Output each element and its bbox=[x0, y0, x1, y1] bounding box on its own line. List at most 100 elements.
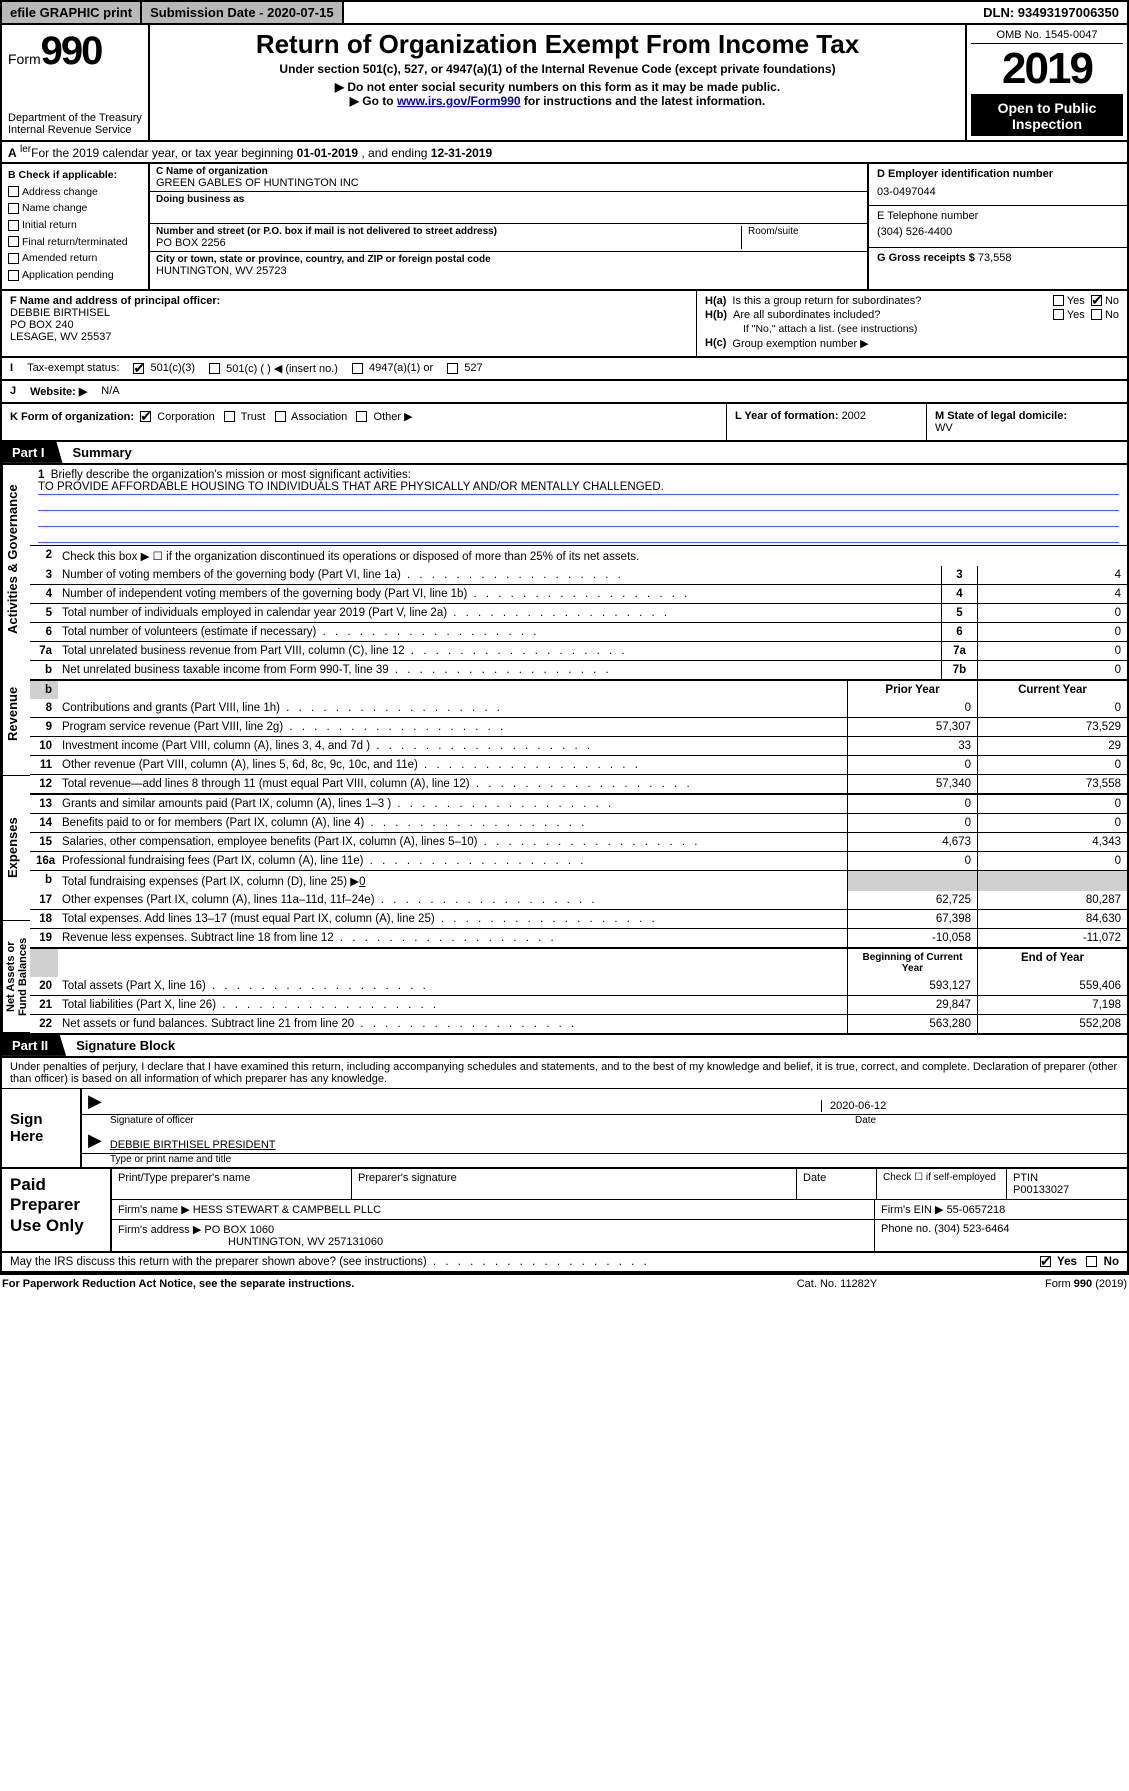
summary-row: 11Other revenue (Part VIII, column (A), … bbox=[30, 755, 1127, 774]
cb-trust[interactable] bbox=[224, 411, 235, 422]
firm-addr2: HUNTINGTON, WV 257131060 bbox=[118, 1236, 383, 1248]
g-gross-value: 73,558 bbox=[978, 252, 1012, 264]
paperwork-notice: For Paperwork Reduction Act Notice, see … bbox=[2, 1278, 727, 1290]
checkbox-name-change[interactable] bbox=[8, 203, 19, 214]
paid-preparer-label: Paid Preparer Use Only bbox=[2, 1169, 112, 1251]
tax-exempt-status-row: I Tax-exempt status: 501(c)(3) 501(c) ( … bbox=[0, 358, 1129, 381]
e-phone-value: (304) 526-4400 bbox=[877, 226, 1119, 238]
d-ein-value: 03-0497044 bbox=[877, 186, 1119, 198]
cb-4947[interactable] bbox=[352, 363, 363, 374]
entity-block: B Check if applicable: Address change Na… bbox=[0, 164, 1129, 291]
cb-501c3[interactable] bbox=[133, 363, 144, 374]
summary-row: 10Investment income (Part VIII, column (… bbox=[30, 736, 1127, 755]
form-header: Form990 Department of the Treasury Inter… bbox=[0, 25, 1129, 142]
discuss-yes[interactable] bbox=[1040, 1256, 1051, 1267]
summary-row: 14Benefits paid to or for members (Part … bbox=[30, 813, 1127, 832]
hb-text: Are all subordinates included? bbox=[733, 309, 1053, 321]
sig-date-label: Date bbox=[827, 1115, 1127, 1128]
klm-row: K Form of organization: Corporation Trus… bbox=[0, 404, 1129, 442]
dept-irs: Internal Revenue Service bbox=[8, 124, 142, 136]
checkbox-initial-return[interactable] bbox=[8, 220, 19, 231]
checkbox-amended-return[interactable] bbox=[8, 253, 19, 264]
cb-corporation[interactable] bbox=[140, 411, 151, 422]
cb-other[interactable] bbox=[356, 411, 367, 422]
summary-row: 3Number of voting members of the governi… bbox=[30, 566, 1127, 584]
g-gross-label: G Gross receipts $ bbox=[877, 252, 978, 264]
omb-number: OMB No. 1545-0047 bbox=[971, 29, 1123, 44]
summary-row: 20Total assets (Part X, line 16)593,1275… bbox=[30, 977, 1127, 995]
street-label: Number and street (or P.O. box if mail i… bbox=[156, 226, 741, 237]
cb-association[interactable] bbox=[275, 411, 286, 422]
ha-yes[interactable] bbox=[1053, 295, 1064, 306]
checkbox-address-change[interactable] bbox=[8, 186, 19, 197]
sign-here-label: Sign Here bbox=[2, 1089, 82, 1167]
hb-no[interactable] bbox=[1091, 309, 1102, 320]
hdr-prior-year: Prior Year bbox=[847, 681, 977, 699]
ptin-label: PTIN bbox=[1013, 1172, 1121, 1184]
org-name: GREEN GABLES OF HUNTINGTON INC bbox=[156, 177, 861, 189]
city-label: City or town, state or province, country… bbox=[156, 254, 861, 265]
summary-row: 5Total number of individuals employed in… bbox=[30, 603, 1127, 622]
summary-row: bNet unrelated business taxable income f… bbox=[30, 660, 1127, 679]
firm-name: HESS STEWART & CAMPBELL PLLC bbox=[193, 1204, 381, 1216]
checkbox-application-pending[interactable] bbox=[8, 270, 19, 281]
prep-sig-hdr: Preparer's signature bbox=[352, 1169, 797, 1199]
tax-year: 2019 bbox=[971, 44, 1123, 96]
summary-row: 18Total expenses. Add lines 13–17 (must … bbox=[30, 909, 1127, 928]
hb-note: If "No," attach a list. (see instruction… bbox=[705, 323, 1119, 335]
checkbox-final-return[interactable] bbox=[8, 236, 19, 247]
irs-link[interactable]: www.irs.gov/Form990 bbox=[397, 94, 521, 108]
side-expenses: Expenses bbox=[2, 776, 30, 921]
phone-value: (304) 523-6464 bbox=[934, 1223, 1009, 1235]
summary-row: 15Salaries, other compensation, employee… bbox=[30, 832, 1127, 851]
topbar: efile GRAPHIC print Submission Date - 20… bbox=[0, 0, 1129, 25]
summary-row: 6Total number of volunteers (estimate if… bbox=[30, 622, 1127, 641]
inspection: Inspection bbox=[971, 116, 1123, 132]
open-to-public: Open to Public bbox=[971, 100, 1123, 116]
fundraising-expenses: 0 bbox=[359, 876, 365, 888]
cat-no: Cat. No. 11282Y bbox=[727, 1278, 947, 1290]
hb-yes[interactable] bbox=[1053, 309, 1064, 320]
perjury-statement: Under penalties of perjury, I declare th… bbox=[2, 1058, 1127, 1088]
dept-treasury: Department of the Treasury bbox=[8, 112, 142, 124]
summary-row: 17Other expenses (Part IX, column (A), l… bbox=[30, 891, 1127, 909]
cb-501c[interactable] bbox=[209, 363, 220, 374]
room-suite-label: Room/suite bbox=[741, 226, 861, 249]
typed-label: Type or print name and title bbox=[82, 1154, 1127, 1167]
summary-row: 21Total liabilities (Part X, line 26)29,… bbox=[30, 995, 1127, 1014]
mission-text: TO PROVIDE AFFORDABLE HOUSING TO INDIVID… bbox=[38, 481, 1119, 495]
state-domicile: WV bbox=[935, 422, 953, 434]
discuss-no[interactable] bbox=[1086, 1256, 1097, 1267]
efile-graphic-print[interactable]: efile GRAPHIC print bbox=[2, 2, 142, 23]
summary-row: 12Total revenue—add lines 8 through 11 (… bbox=[30, 774, 1127, 793]
officer-addr2: LESAGE, WV 25537 bbox=[10, 331, 688, 343]
form-footer: Form 990 (2019) bbox=[947, 1278, 1127, 1290]
firm-ein-label: Firm's EIN ▶ bbox=[881, 1204, 944, 1216]
e-phone-label: E Telephone number bbox=[877, 210, 1119, 222]
summary-row: 9Program service revenue (Part VIII, lin… bbox=[30, 717, 1127, 736]
prep-selfemployed[interactable]: Check ☐ if self-employed bbox=[877, 1169, 1007, 1199]
street-value: PO BOX 2256 bbox=[156, 237, 741, 249]
firm-addr-label: Firm's address ▶ bbox=[118, 1224, 201, 1236]
firm-addr1: PO BOX 1060 bbox=[204, 1224, 274, 1236]
firm-name-label: Firm's name ▶ bbox=[118, 1204, 190, 1216]
summary-row: 7aTotal unrelated business revenue from … bbox=[30, 641, 1127, 660]
ha-no[interactable] bbox=[1091, 295, 1102, 306]
name-arrow-icon: ▶ bbox=[88, 1130, 102, 1151]
summary-row: 8Contributions and grants (Part VIII, li… bbox=[30, 699, 1127, 717]
sig-officer-label: Signature of officer bbox=[82, 1115, 827, 1128]
summary-row: 13Grants and similar amounts paid (Part … bbox=[30, 795, 1127, 813]
footer: For Paperwork Reduction Act Notice, see … bbox=[0, 1273, 1129, 1293]
city-value: HUNTINGTON, WV 25723 bbox=[156, 265, 861, 277]
dln: DLN: 93493197006350 bbox=[975, 2, 1127, 23]
side-revenue: Revenue bbox=[2, 653, 30, 776]
form-number: Form990 bbox=[8, 29, 142, 74]
d-ein-label: D Employer identification number bbox=[877, 168, 1053, 180]
dba-label: Doing business as bbox=[156, 194, 861, 205]
cb-527[interactable] bbox=[447, 363, 458, 374]
summary-row: 19Revenue less expenses. Subtract line 1… bbox=[30, 928, 1127, 947]
prep-date-hdr: Date bbox=[797, 1169, 877, 1199]
summary-row: 22Net assets or fund balances. Subtract … bbox=[30, 1014, 1127, 1033]
side-activities: Activities & Governance bbox=[2, 465, 30, 653]
tax-period-row: A lerFor the 2019 calendar year, or tax … bbox=[0, 142, 1129, 164]
